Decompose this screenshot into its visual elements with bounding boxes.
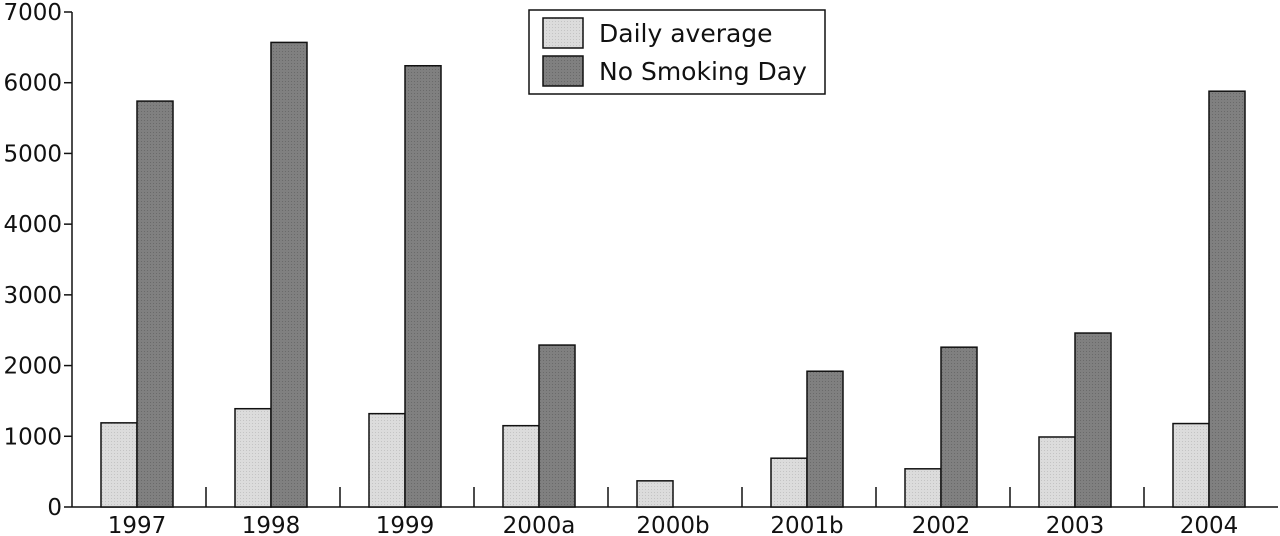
bar-daily-average-2000a [502, 424, 540, 508]
bar-no-smoking-day-2002 [940, 346, 978, 508]
bar-no-smoking-day-1997 [136, 100, 174, 508]
bar-daily-average-2000b [636, 480, 674, 508]
bar-daily-average-1999 [368, 412, 406, 508]
bar-daily-average-1997 [100, 422, 138, 508]
x-category-label: 2003 [1046, 513, 1105, 536]
bar-no-smoking-day-1998 [270, 41, 308, 508]
y-tick-label: 7000 [3, 0, 62, 26]
bar-daily-average-2003 [1038, 436, 1076, 508]
x-category-label: 2000b [636, 513, 709, 536]
legend-swatch [542, 17, 584, 49]
legend-entry-label: Daily average [599, 19, 773, 48]
bar-no-smoking-day-2001b [806, 370, 844, 508]
y-tick-label: 4000 [3, 212, 62, 238]
x-category-label: 2004 [1180, 513, 1239, 536]
bar-daily-average-1998 [234, 407, 272, 508]
legend-entry-label: No Smoking Day [599, 57, 807, 86]
x-category-label: 1998 [242, 513, 301, 536]
x-category-label: 2001b [770, 513, 843, 536]
bar-daily-average-2001b [770, 457, 808, 508]
x-category-label: 1999 [376, 513, 435, 536]
x-category-label: 2000a [503, 513, 576, 536]
bars [100, 41, 1246, 508]
axis-labels: 0 1000 2000 3000 4000 5000 6000 7000 1997 1998 199… [3, 0, 1238, 536]
bar-no-smoking-day-2004 [1208, 90, 1246, 508]
y-tick-label: 0 [47, 495, 62, 521]
y-tick-label: 6000 [3, 71, 62, 97]
x-category-label: 1997 [108, 513, 167, 536]
bar-no-smoking-day-2000a [538, 344, 576, 508]
bar-daily-average-2002 [904, 468, 942, 508]
y-tick-label: 5000 [3, 141, 62, 167]
x-category-label: 2002 [912, 513, 971, 536]
y-tick-label: 3000 [3, 283, 62, 309]
legend-swatch [542, 55, 584, 87]
y-tick-label: 2000 [3, 354, 62, 380]
bar-no-smoking-day-2003 [1074, 332, 1112, 508]
bar-no-smoking-day-1999 [404, 64, 442, 508]
legend: Daily average No Smoking Day [528, 9, 826, 95]
bar-daily-average-2004 [1172, 422, 1210, 508]
y-tick-label: 1000 [3, 424, 62, 450]
